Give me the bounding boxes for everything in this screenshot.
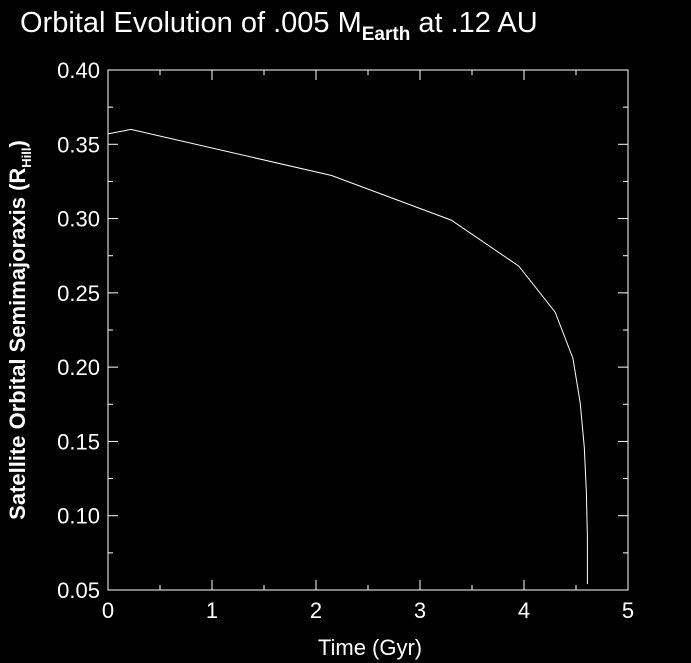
series-line (107, 128, 588, 585)
tick-labels: 0 1 2 3 4 5 0.05 0.10 0.15 0.20 0.25 0.30 0.35 0.40 (57, 58, 634, 623)
x-tick-label: 1 (206, 598, 218, 623)
y-tick-label: 0.10 (57, 504, 100, 529)
chart-title-suffix: at .12 AU (410, 7, 537, 39)
tick-marks (107, 69, 629, 591)
x-tick-label: 2 (310, 598, 322, 623)
x-tick-label: 5 (622, 598, 634, 623)
y-tick-label: 0.30 (57, 207, 100, 232)
y-tick-label: 0.40 (57, 58, 100, 83)
chart-title: Orbital Evolution of .005 MEarth at .12 … (20, 7, 538, 45)
y-tick-label: 0.15 (57, 429, 100, 454)
chart-title-subscript: Earth (362, 24, 411, 45)
chart-title-prefix: Orbital Evolution of .005 M (20, 7, 362, 39)
x-tick-label: 3 (414, 598, 426, 623)
x-tick-label: 4 (518, 598, 530, 623)
y-axis-label: Satellite Orbital Semimajoraxis (RHill) (5, 140, 34, 520)
y-axis-label-close: ) (5, 140, 30, 147)
y-tick-label: 0.35 (57, 132, 100, 157)
y-tick-label: 0.25 (57, 281, 100, 306)
y-axis-label-subscript: Hill (19, 147, 34, 167)
x-tick-label: 0 (102, 598, 114, 623)
x-axis-label: Time (Gyr) (318, 635, 422, 660)
y-tick-label: 0.05 (57, 578, 100, 603)
y-axis-label-main: Satellite Orbital Semimajoraxis (R (5, 168, 30, 520)
y-tick-label: 0.20 (57, 355, 100, 380)
